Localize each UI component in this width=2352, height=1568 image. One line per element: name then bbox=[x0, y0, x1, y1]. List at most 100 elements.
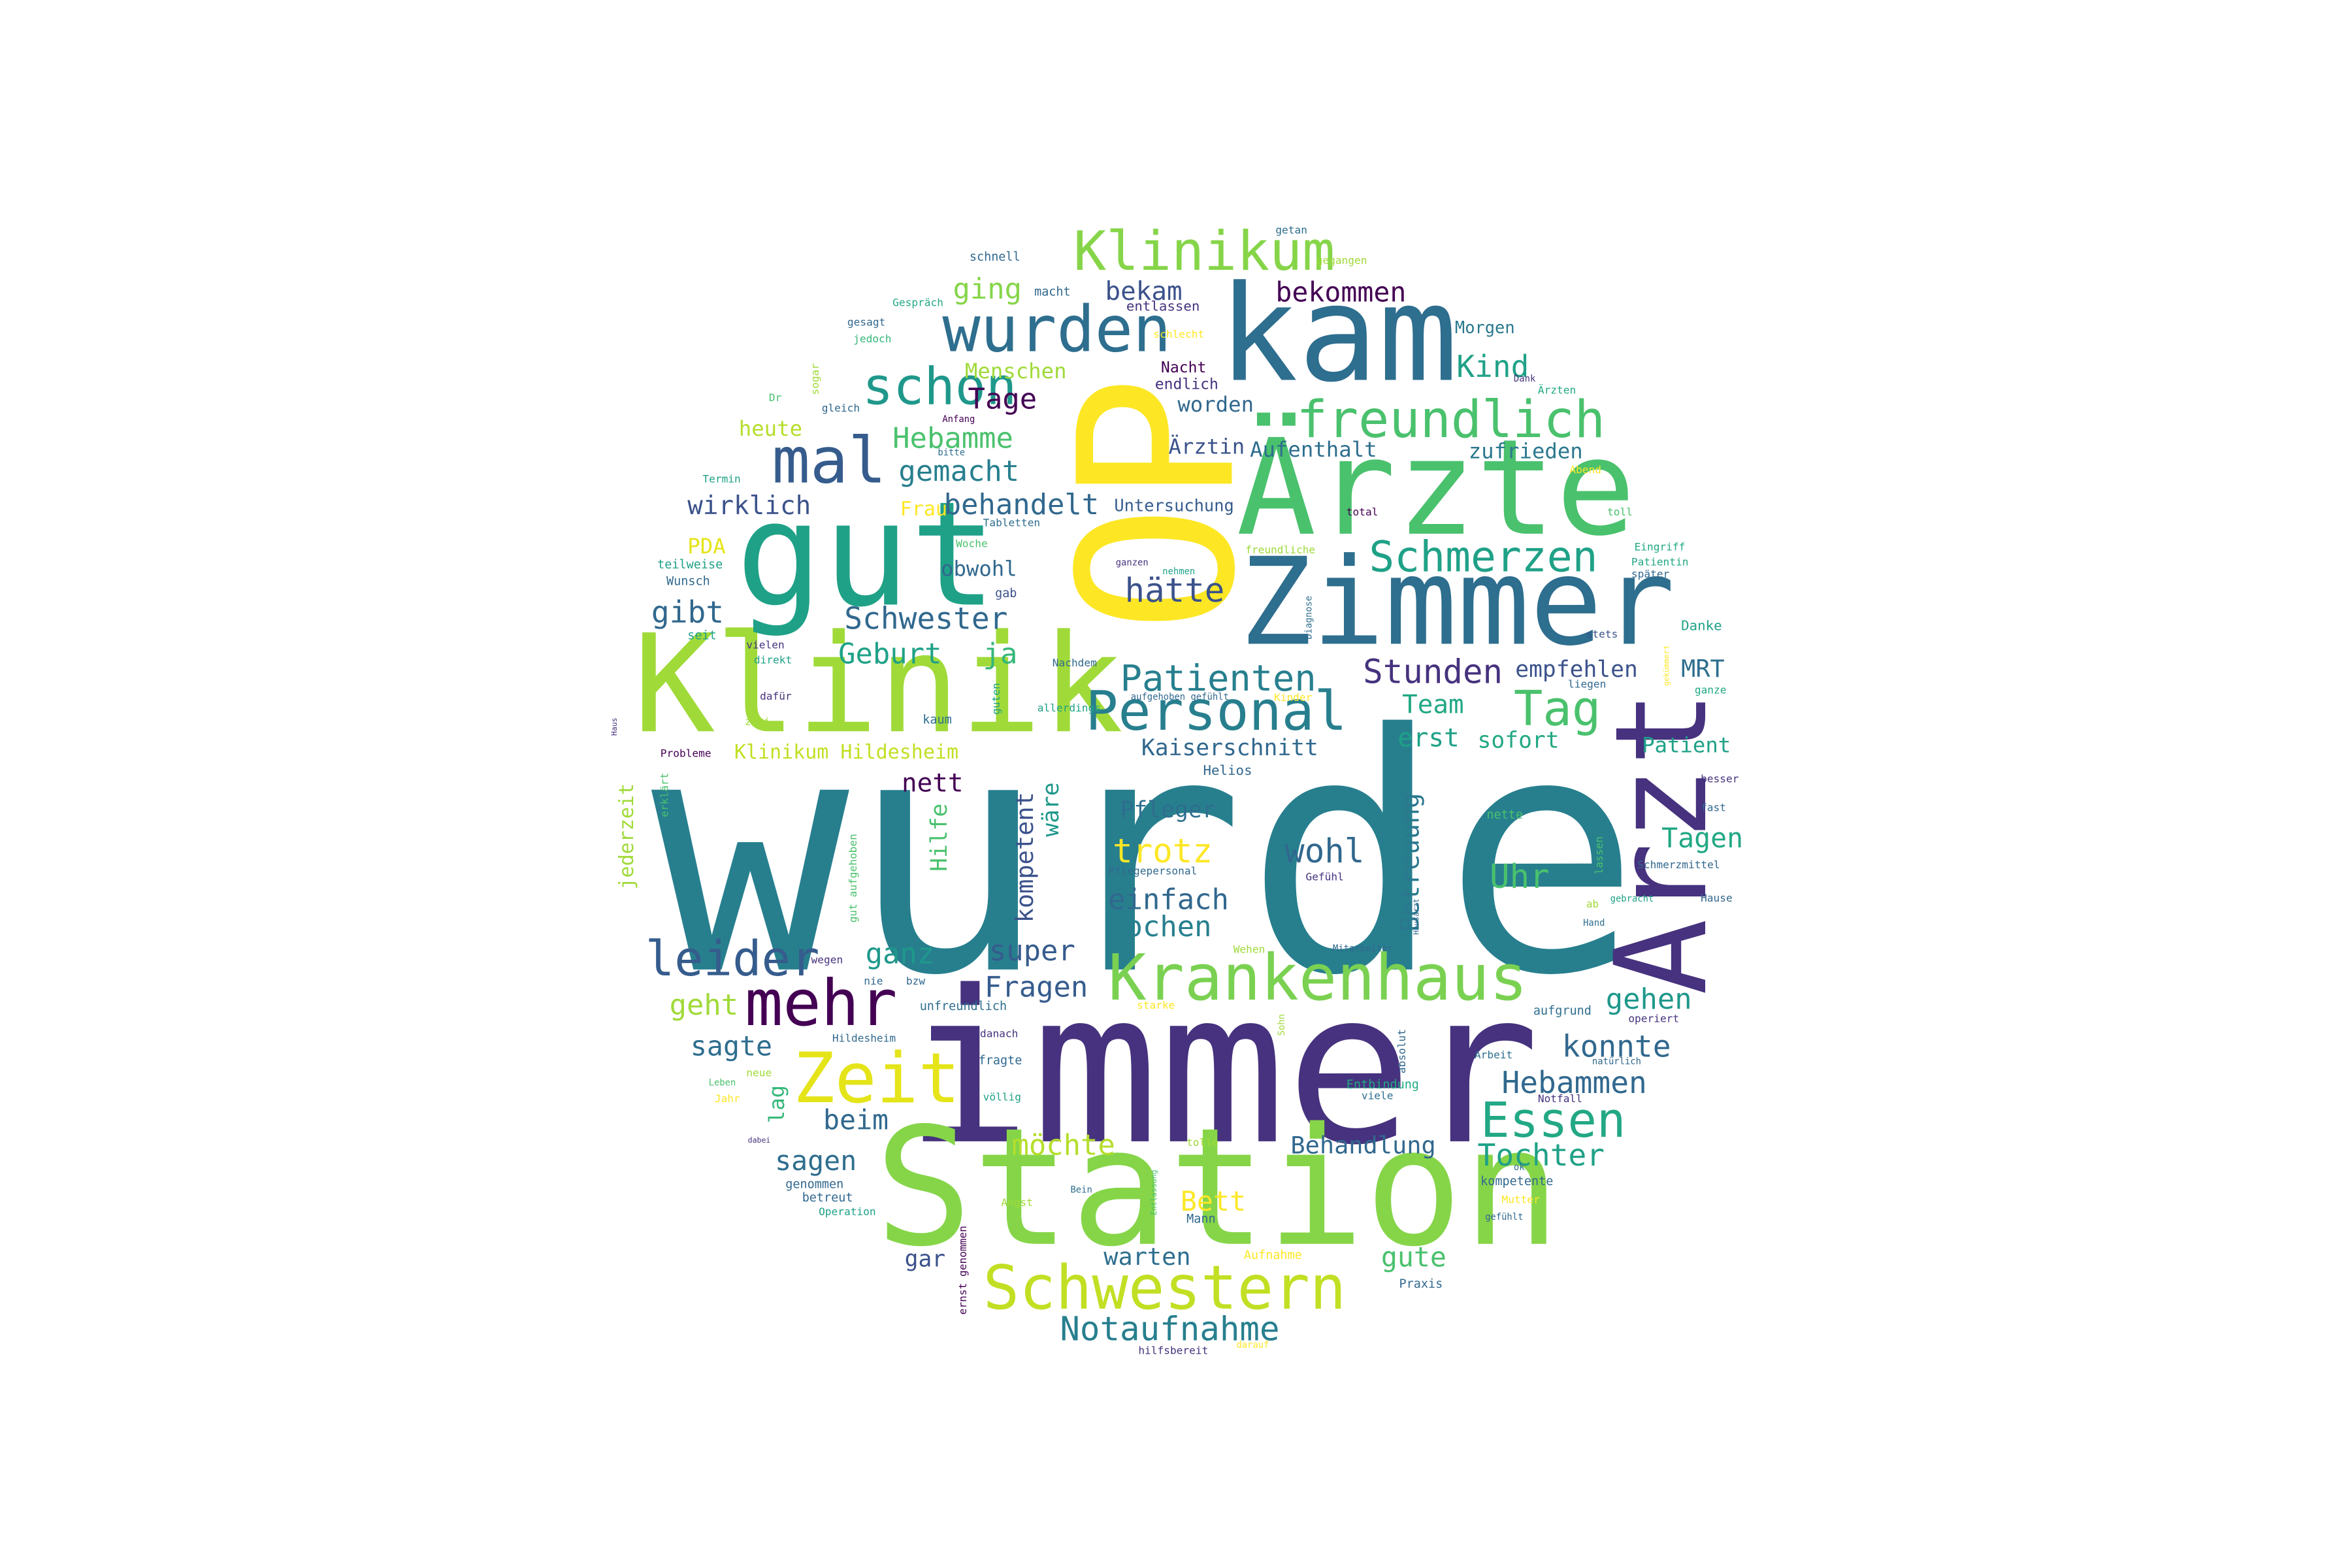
cloud-word: Tagen bbox=[1661, 823, 1744, 855]
cloud-word: Zimmer bbox=[1239, 532, 1675, 673]
cloud-word: endlich bbox=[1154, 376, 1218, 394]
cloud-word: Hebammen bbox=[1501, 1064, 1647, 1101]
cloud-word: Nachdem bbox=[1052, 657, 1097, 670]
cloud-word: besser bbox=[1701, 773, 1739, 786]
cloud-word: Personal bbox=[1085, 681, 1347, 743]
cloud-word: ok bbox=[1513, 1162, 1525, 1173]
cloud-word: später bbox=[1631, 568, 1670, 581]
cloud-word: natürlich bbox=[1592, 1056, 1641, 1068]
cloud-word: Kinder bbox=[1274, 692, 1313, 704]
cloud-word: Dr bbox=[768, 392, 782, 404]
cloud-word: gut bbox=[736, 470, 998, 640]
cloud-word: Zeit bbox=[792, 1037, 960, 1119]
cloud-word: Helios bbox=[1203, 764, 1252, 780]
cloud-word: Praxis bbox=[1399, 1277, 1443, 1291]
cloud-word: dafür bbox=[760, 690, 792, 703]
cloud-word: Arbeit bbox=[1474, 1049, 1513, 1062]
cloud-word: Menschen bbox=[964, 360, 1067, 385]
cloud-word: Sohn bbox=[1277, 1014, 1288, 1036]
cloud-word: immer bbox=[904, 947, 1541, 1193]
cloud-word: Aufnahme bbox=[1243, 1248, 1302, 1262]
cloud-word: nette bbox=[1486, 808, 1523, 822]
cloud-word: konnte bbox=[1561, 1028, 1671, 1065]
cloud-word: vielen bbox=[746, 639, 785, 651]
cloud-word: Leben bbox=[708, 1078, 736, 1089]
cloud-word: sofort bbox=[1477, 727, 1560, 754]
cloud-word: Stunden bbox=[1363, 654, 1503, 693]
cloud-word: entlassen bbox=[1126, 300, 1200, 316]
cloud-word: Geburt bbox=[838, 638, 942, 671]
cloud-word: Abend bbox=[1569, 464, 1601, 477]
cloud-word: wäre bbox=[1037, 782, 1065, 837]
cloud-word: gekümmert bbox=[1663, 645, 1673, 687]
cloud-word: schlecht bbox=[1153, 329, 1205, 341]
cloud-word: können bbox=[1105, 606, 1138, 617]
cloud-word: kaum bbox=[923, 713, 952, 727]
cloud-word: kompetent bbox=[1010, 792, 1039, 923]
cloud-word: einfach bbox=[1108, 883, 1229, 917]
cloud-word: nie bbox=[864, 975, 883, 988]
cloud-word: seit bbox=[687, 629, 717, 643]
cloud-word: Krankenhaus bbox=[1108, 941, 1528, 1015]
cloud-word: ab bbox=[1586, 898, 1599, 911]
cloud-word: Untersuchung bbox=[1114, 496, 1234, 516]
cloud-word: direkt bbox=[753, 654, 792, 667]
cloud-word: beim bbox=[823, 1105, 889, 1137]
cloud-word: Klinik bbox=[633, 606, 1124, 765]
cloud-word: Angst bbox=[1001, 1197, 1033, 1209]
cloud-word: jedoch bbox=[853, 333, 892, 346]
cloud-word: ganze bbox=[1694, 684, 1727, 697]
cloud-word: Eingriff bbox=[1634, 541, 1686, 553]
cloud-word: sogar bbox=[809, 363, 822, 395]
cloud-word: Uhr bbox=[1490, 859, 1550, 898]
cloud-word: ganz bbox=[865, 938, 935, 972]
cloud-word: Tabletten bbox=[983, 517, 1041, 530]
cloud-word: heute bbox=[738, 417, 803, 442]
cloud-word: Behandlung bbox=[1290, 1130, 1436, 1160]
cloud-word: wegen bbox=[811, 954, 843, 967]
cloud-word: Mann bbox=[1186, 1212, 1216, 1226]
cloud-word: Ärzten bbox=[1537, 384, 1576, 397]
cloud-word: Hause bbox=[1701, 892, 1733, 905]
cloud-word: Termin bbox=[702, 473, 741, 486]
cloud-word: Gefühl bbox=[1305, 871, 1344, 884]
cloud-word: bzw bbox=[906, 975, 926, 988]
cloud-word: getan bbox=[1275, 224, 1307, 237]
cloud-word: Tag bbox=[1513, 679, 1601, 738]
cloud-word: PDA bbox=[687, 535, 726, 560]
cloud-word: Schwestern bbox=[983, 1254, 1347, 1324]
cloud-word: danach bbox=[980, 1028, 1019, 1041]
cloud-word: gebracht bbox=[1610, 894, 1654, 905]
cloud-word: Mitarbeiter bbox=[1333, 943, 1393, 955]
cloud-word: fast bbox=[1701, 802, 1726, 815]
cloud-word: gab bbox=[995, 586, 1017, 600]
cloud-word: total bbox=[1346, 506, 1379, 519]
cloud-word: toll bbox=[1607, 506, 1633, 519]
cloud-word: schnell bbox=[969, 250, 1021, 264]
cloud-word: Station bbox=[874, 1094, 1561, 1283]
cloud-word: wohl bbox=[1284, 834, 1365, 872]
cloud-word: geht bbox=[669, 988, 739, 1022]
cloud-word: nehmen bbox=[1162, 566, 1196, 578]
cloud-word: möchte bbox=[1011, 1129, 1115, 1163]
cloud-word: zwei bbox=[745, 716, 770, 728]
cloud-word: Klinikum bbox=[1073, 221, 1335, 284]
cloud-word: Notaufnahme bbox=[1060, 1311, 1280, 1350]
cloud-word: betreut bbox=[802, 1191, 853, 1205]
cloud-word: teilweise bbox=[657, 557, 723, 572]
cloud-word: liegen bbox=[1568, 678, 1607, 691]
cloud-word: trotz bbox=[1113, 834, 1213, 872]
cloud-word: aufgrund bbox=[1533, 1004, 1592, 1018]
cloud-word: unfreundlich bbox=[919, 1000, 1007, 1013]
cloud-word: leider bbox=[645, 930, 820, 988]
cloud-word: Diagnose bbox=[1304, 595, 1315, 640]
cloud-word: MRT bbox=[1681, 654, 1725, 683]
cloud-word: freundliche bbox=[1245, 544, 1316, 557]
cloud-word: Woche bbox=[956, 538, 988, 551]
cloud-word: Notfall bbox=[1537, 1093, 1582, 1105]
cloud-word: Hausarzt bbox=[1413, 898, 1422, 935]
cloud-word: hilfsbereit bbox=[1138, 1345, 1209, 1357]
cloud-word: gar bbox=[904, 1245, 946, 1273]
cloud-word: worden bbox=[1177, 393, 1254, 418]
cloud-word: operiert bbox=[1628, 1013, 1680, 1026]
